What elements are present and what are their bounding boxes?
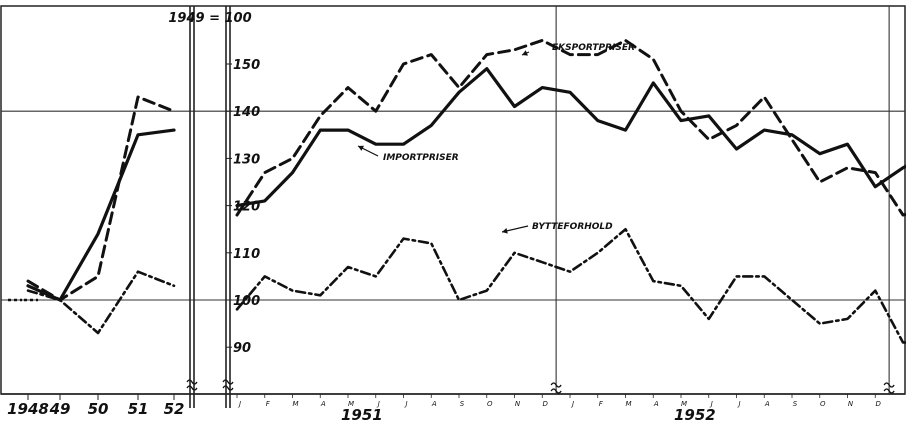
monthly-series-eksportpriser: [235, 38, 906, 217]
month-label-10: N: [515, 400, 521, 408]
month-label-5: J: [376, 400, 380, 408]
annual-x-label-49: 49: [49, 400, 71, 418]
chart-frame: [0, 5, 906, 395]
break-mark-4: [883, 382, 895, 394]
annotation-label-eksportpriser: EKSPORTPRISER: [552, 43, 635, 53]
annual-series-importpriser: [26, 128, 176, 302]
annotation-label-bytteforhold: BYTTEFORHOLD: [532, 222, 613, 232]
annual-series-eksportpriser: [26, 95, 176, 302]
y-tick-label-120: 120: [233, 200, 260, 215]
annual-x-label-51: 51: [128, 400, 149, 418]
annual-x-label-50: 50: [88, 400, 109, 418]
month-label-15: A: [653, 400, 659, 408]
annotation-arrowhead-1: [358, 145, 364, 151]
axes: [27, 6, 895, 408]
month-label-9: O: [487, 400, 493, 408]
month-label-14: M: [625, 400, 631, 408]
month-label-18: J: [736, 400, 740, 408]
y-tick-label-100: 100: [233, 294, 260, 309]
month-label-12: J: [570, 400, 574, 408]
month-label-23: D: [876, 400, 882, 408]
plot-border: [0, 5, 906, 395]
break-mark-2: [222, 379, 234, 391]
month-label-17: J: [709, 400, 713, 408]
annual-series-bytteforhold: [26, 270, 176, 335]
unit-label: 1949 = 100: [168, 11, 251, 26]
series-lines: [8, 38, 906, 344]
month-label-1: F: [266, 400, 271, 408]
break-mark-3: [550, 382, 562, 394]
month-label-21: O: [820, 400, 826, 408]
month-label-6: J: [403, 400, 407, 408]
annotation-arrowhead-2: [502, 228, 508, 234]
y-tick-label-130: 130: [233, 152, 260, 167]
y-tick-label-90: 90: [233, 341, 251, 356]
month-label-0: J: [237, 400, 241, 408]
y-tick-label-110: 110: [233, 247, 260, 262]
tick-labels: 90 100 110 120 130 140 150 1949 = 100 1948 49 50 51…: [7, 11, 882, 424]
month-label-8: S: [460, 400, 465, 408]
break-mark-1: [186, 379, 198, 391]
annotations: EKSPORTPRISER IMPORTPRISER BYTTEFORHOLD: [357, 43, 635, 234]
monthly-series-importpriser: [235, 67, 906, 208]
y-tick-label-150: 150: [233, 58, 260, 73]
grid-lines: [1, 6, 905, 394]
month-label-2: M: [292, 400, 298, 408]
monthly-series-bytteforhold: [235, 227, 906, 344]
month-label-20: S: [793, 400, 798, 408]
month-label-4: M: [348, 400, 354, 408]
month-label-3: A: [320, 400, 326, 408]
month-label-19: A: [764, 400, 770, 408]
month-label-22: N: [848, 400, 854, 408]
annual-x-label-1948: 1948: [7, 400, 49, 418]
year-label-1951: 1951: [341, 406, 383, 424]
annotation-label-importpriser: IMPORTPRISER: [383, 153, 459, 163]
month-label-16: M: [681, 400, 687, 408]
annual-x-label-52: 52: [164, 400, 185, 418]
year-label-1952: 1952: [674, 406, 716, 424]
annotation-arrowhead-0: [522, 50, 528, 56]
y-tick-label-140: 140: [233, 105, 260, 120]
month-label-7: A: [431, 400, 437, 408]
month-label-13: F: [599, 400, 604, 408]
month-label-11: D: [543, 400, 549, 408]
